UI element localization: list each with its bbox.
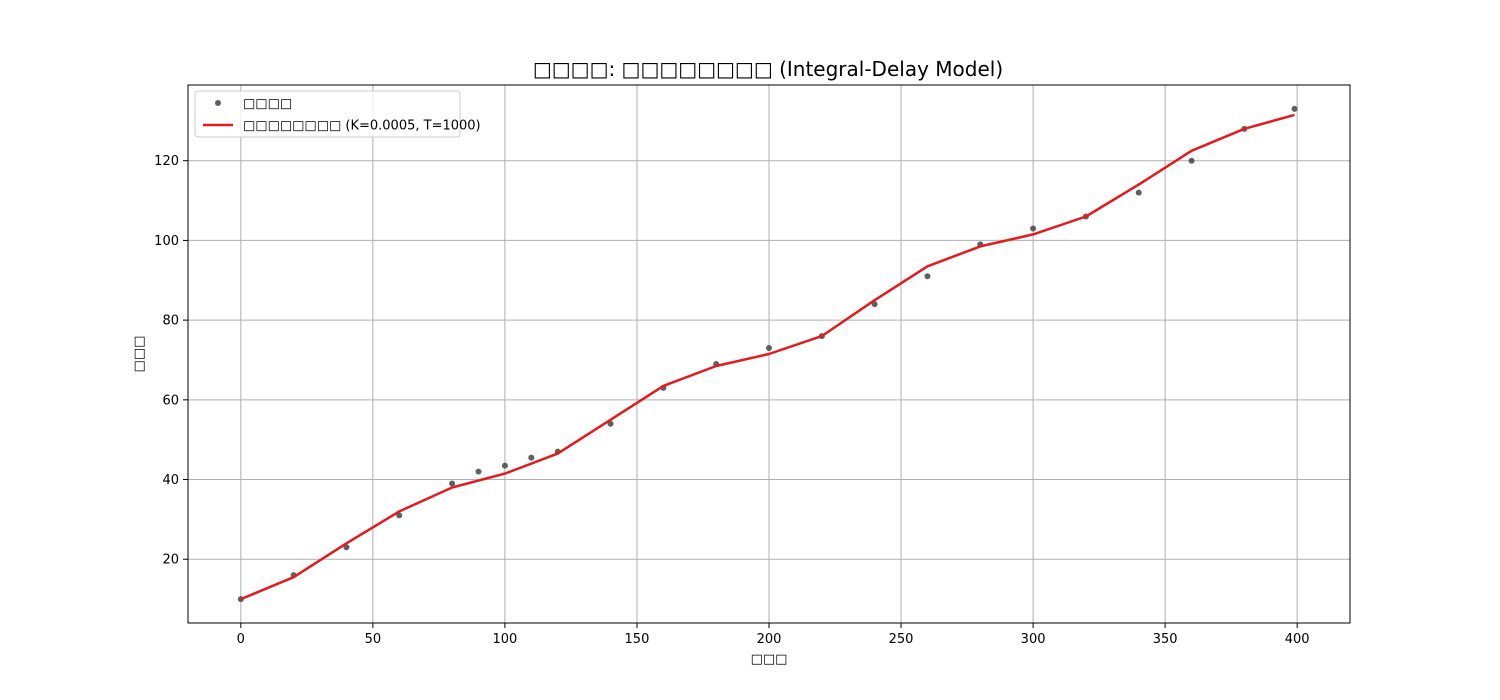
- data-point: [449, 480, 456, 487]
- x-tick-label: 350: [1153, 632, 1178, 647]
- y-tick-label: 20: [162, 553, 179, 568]
- data-point: [343, 544, 350, 551]
- x-tick-label: 0: [237, 632, 245, 647]
- x-tick-label: 250: [889, 632, 914, 647]
- data-point: [475, 468, 482, 475]
- data-point: [607, 420, 614, 427]
- legend-box: [194, 90, 461, 138]
- data-point: [501, 462, 508, 469]
- legend: □□□□ □□□□□□□□ (K=0.0005, T=1000): [194, 90, 481, 138]
- data-point: [528, 454, 535, 461]
- series-layer: [237, 105, 1298, 603]
- chart-title: □□□□: □□□□□□□□ (Integral-Delay Model): [533, 57, 1003, 81]
- model-fit-line: [240, 113, 1295, 601]
- data-point: [1135, 189, 1142, 196]
- legend-marker-swatch: [215, 100, 221, 106]
- data-point: [1030, 225, 1037, 232]
- y-tick-label: 60: [162, 393, 179, 408]
- x-tick-label: 200: [757, 632, 782, 647]
- x-tick-label: 100: [492, 632, 517, 647]
- data-point: [1291, 105, 1298, 112]
- x-tick-label: 50: [365, 632, 382, 647]
- data-point: [924, 273, 931, 280]
- legend-entry-label: □□□□: [243, 97, 292, 112]
- y-tick-label: 100: [154, 234, 179, 249]
- x-tick-label: 150: [625, 632, 650, 647]
- x-axis-label: □□□: [751, 652, 788, 667]
- x-tick-label: 400: [1285, 632, 1310, 647]
- y-axis-label: □□□: [132, 336, 147, 373]
- data-point: [1188, 157, 1195, 164]
- x-tick-label: 300: [1021, 632, 1046, 647]
- legend-entry-label: □□□□□□□□ (K=0.0005, T=1000): [243, 119, 481, 134]
- data-point: [396, 512, 403, 519]
- y-tick-label: 40: [162, 473, 179, 488]
- grid-lines: [188, 85, 1350, 623]
- y-tick-label: 80: [162, 314, 179, 329]
- data-point: [766, 345, 772, 352]
- axis-ticks: 0 50 100 150 200 250 300 350 400 20 40 60 80 100 120: [154, 154, 1309, 647]
- y-tick-label: 120: [154, 154, 179, 169]
